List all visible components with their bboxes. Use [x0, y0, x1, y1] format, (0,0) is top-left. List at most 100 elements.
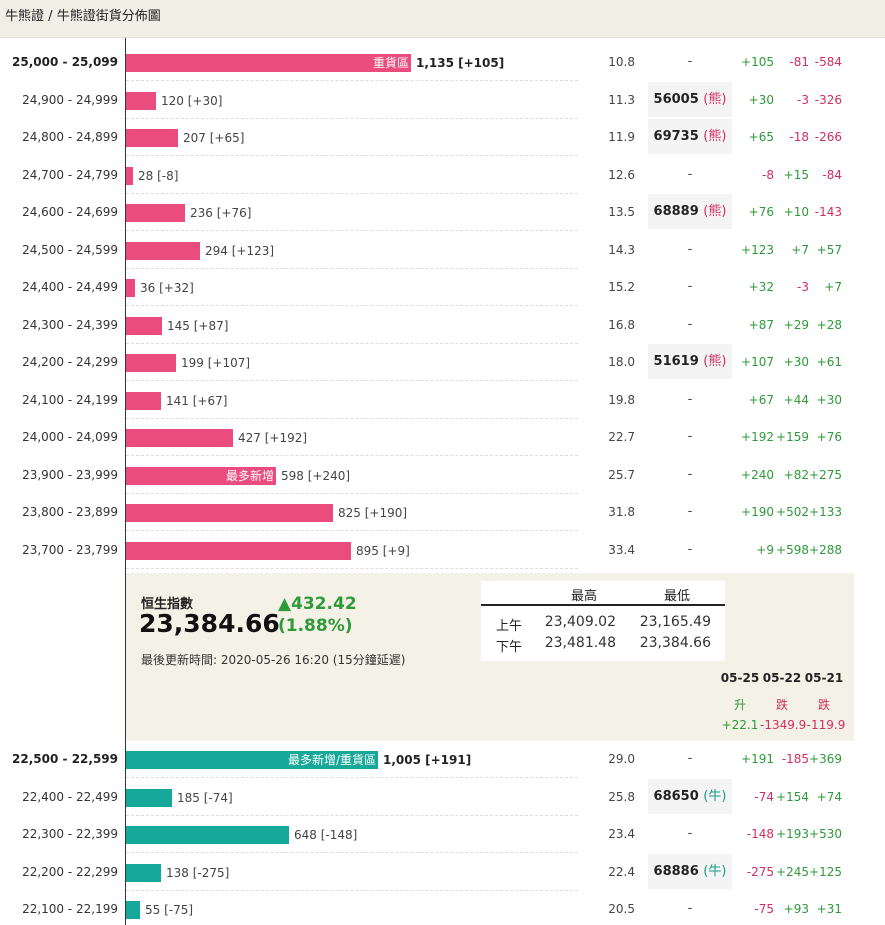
ratio-value: 14.3 [608, 242, 635, 257]
bull-bar[interactable]: 最多新增/重貨區 [126, 751, 378, 769]
price-range: 24,900 - 24,999 [22, 92, 118, 107]
bear-bar[interactable]: 最多新增 [126, 466, 276, 485]
bull-bar[interactable] [126, 901, 140, 919]
warrant-kind: (熊) [703, 91, 727, 107]
day-date: 05-25 [720, 671, 760, 685]
distribution-panel: 25,000 - 25,099 重貨區 1,135 [+105] 10.8 - +105 -… [0, 38, 885, 925]
warrant-code-number: 68889 [653, 204, 699, 219]
warrant-code[interactable]: 68886 (牛) [648, 853, 732, 889]
warrant-code-empty: - [687, 279, 693, 294]
high-header: 最高 [570, 589, 597, 604]
warrant-code[interactable]: 69735 (熊) [648, 119, 732, 154]
warrant-code-empty: - [687, 466, 693, 482]
index-change-percent: (1.88%) [278, 616, 353, 636]
change-day3: -84 [822, 167, 842, 182]
bear-bar[interactable] [126, 279, 135, 297]
change-day1: +32 [748, 280, 774, 294]
bear-bar[interactable] [126, 541, 351, 560]
change-day3: +57 [816, 242, 842, 257]
row-separator [126, 305, 578, 306]
warrant-code-number: 51619 [653, 354, 699, 369]
ratio-value: 31.8 [608, 505, 635, 519]
bear-bar[interactable]: 重貨區 [126, 54, 411, 72]
breadcrumb-current: 牛熊證街貨分佈圖 [56, 9, 161, 24]
bear-row: 24,900 - 24,999 120 [+30] 11.3 56005 (熊) +30… [0, 81, 885, 119]
change-day2: -3 [797, 280, 809, 294]
index-name: 恒生指數 [141, 597, 194, 612]
bar-value-label: 236 [+76] [190, 206, 252, 220]
change-day3: -266 [814, 130, 842, 144]
warrant-code[interactable]: 68650 (牛) [648, 778, 732, 814]
bar-value-label: 598 [+240] [281, 468, 351, 483]
bull-bar[interactable] [126, 826, 289, 844]
bear-bar[interactable] [126, 429, 233, 447]
warrant-code[interactable]: 56005 (熊) [648, 81, 732, 117]
breadcrumb: 牛熊證 / 牛熊證街貨分佈圖 [0, 0, 885, 38]
change-day1: +191 [741, 752, 774, 766]
bar-value-label: 895 [+9] [356, 543, 410, 558]
bull-bar[interactable] [126, 788, 172, 807]
change-day2: +7 [791, 242, 809, 257]
index-updated-time: 最後更新時間: 2020-05-26 16:20 (15分鐘延遲) [141, 653, 406, 667]
warrant-code[interactable]: 51619 (熊) [648, 344, 732, 379]
change-day3: -143 [814, 205, 842, 219]
ratio-value: 11.3 [608, 92, 635, 107]
change-day2: +245 [776, 864, 809, 879]
warrant-code-number: 69735 [653, 129, 699, 144]
price-range: 24,100 - 24,199 [22, 392, 118, 407]
change-day1: -275 [746, 864, 774, 879]
bar-value-label: 825 [+190] [338, 506, 408, 520]
bar-tag: 最多新增/重貨區 [287, 753, 376, 767]
bar-value-label: 185 [-74] [177, 790, 233, 805]
ratio-value: 19.8 [608, 392, 635, 407]
change-day2: +502 [776, 505, 809, 519]
ratio-value: 29.0 [608, 752, 635, 766]
bear-bar[interactable] [126, 241, 200, 260]
ratio-value: 25.7 [608, 467, 635, 482]
bear-bar[interactable] [126, 129, 178, 147]
change-day3: +530 [809, 827, 842, 841]
warrant-kind: (牛) [703, 788, 727, 804]
bear-bar[interactable] [126, 504, 333, 522]
pm-low: 23,384.66 [639, 635, 711, 651]
change-day1: -8 [762, 167, 774, 182]
pm-label: 下午 [496, 640, 523, 655]
bull-bar[interactable] [126, 863, 161, 882]
change-day3: +7 [824, 280, 842, 294]
ratio-value: 25.8 [608, 789, 635, 804]
row-separator [126, 530, 578, 531]
price-range: 24,800 - 24,899 [22, 130, 118, 144]
axis-line [125, 38, 126, 925]
bear-bar[interactable] [126, 354, 176, 372]
row-separator [126, 852, 578, 853]
price-range: 24,500 - 24,599 [22, 242, 118, 257]
bear-bar[interactable] [126, 391, 161, 410]
bear-bar[interactable] [126, 204, 185, 222]
price-range: 22,500 - 22,599 [12, 752, 118, 766]
change-day1: -74 [754, 789, 774, 804]
index-change-points: ▲432.42 [278, 594, 357, 614]
breadcrumb-root[interactable]: 牛熊證 [5, 9, 45, 24]
day-change: +22.1 [721, 718, 759, 732]
change-day1: -148 [746, 827, 774, 841]
price-range: 24,200 - 24,299 [22, 355, 118, 369]
ratio-value: 23.4 [608, 827, 635, 841]
warrant-code[interactable]: 68889 (熊) [648, 194, 732, 229]
price-range: 24,400 - 24,499 [22, 280, 118, 294]
warrant-kind: (熊) [703, 204, 727, 219]
change-day3: -326 [814, 92, 842, 107]
bear-bar[interactable] [126, 91, 156, 110]
warrant-code-empty: - [687, 901, 693, 916]
change-day1: +65 [748, 130, 774, 144]
bear-bar[interactable] [126, 316, 162, 335]
bear-bar[interactable] [126, 166, 133, 185]
warrant-code-empty: - [687, 826, 693, 841]
change-day1: +190 [741, 505, 774, 519]
change-day2: +44 [783, 392, 809, 407]
change-day2: -18 [789, 130, 809, 144]
warrant-code-number: 68886 [653, 863, 699, 879]
index-change: ▲432.42 (1.88%) [278, 593, 357, 637]
warrant-code-empty: - [687, 316, 693, 332]
low-header: 最低 [663, 589, 690, 604]
change-day3: +125 [809, 864, 842, 879]
